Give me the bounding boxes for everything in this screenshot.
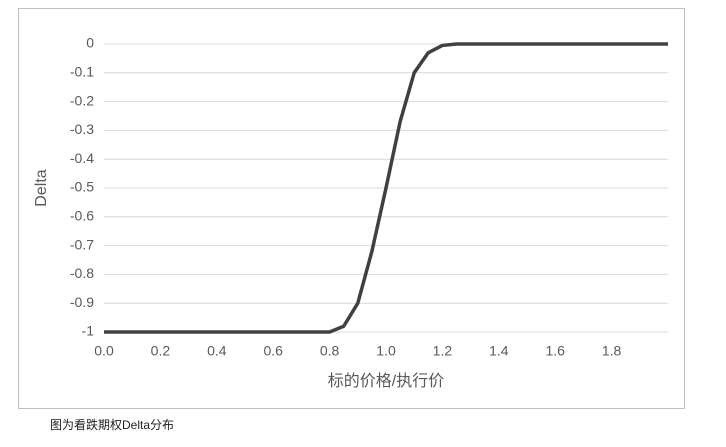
data-line — [104, 42, 668, 334]
x-tick-label: 0.4 — [207, 343, 227, 359]
x-axis-label: 标的价格/执行价 — [328, 372, 444, 390]
chart-frame — [18, 8, 685, 409]
x-tick-label: 0.0 — [94, 343, 114, 359]
y-tick-label: -0.1 — [70, 64, 94, 80]
y-tick-label: 0 — [86, 35, 94, 51]
y-axis-label: Delta — [33, 169, 50, 206]
caption: 图为看跌期权Delta分布 — [50, 417, 174, 432]
x-tick-label: 1.4 — [489, 343, 509, 359]
y-tick-label: -0.6 — [70, 208, 94, 224]
y-tick-label: -0.8 — [70, 265, 94, 281]
x-tick-label: 0.8 — [320, 343, 340, 359]
y-tick-label: -0.3 — [70, 121, 94, 137]
x-tick-label: 0.6 — [263, 343, 283, 359]
y-tick-label: -0.7 — [70, 236, 94, 252]
y-tick-label: -0.4 — [70, 150, 94, 166]
y-tick-label: -0.9 — [70, 294, 94, 310]
x-tick-label: 1.8 — [602, 343, 622, 359]
x-tick-label: 1.2 — [433, 343, 453, 359]
y-tick-label: -0.5 — [70, 179, 94, 195]
y-tick-label: -0.2 — [70, 92, 94, 108]
x-tick-label: 1.0 — [376, 343, 396, 359]
y-tick-label: -1 — [82, 323, 95, 339]
x-tick-label: 0.2 — [151, 343, 171, 359]
x-tick-label: 1.6 — [545, 343, 565, 359]
